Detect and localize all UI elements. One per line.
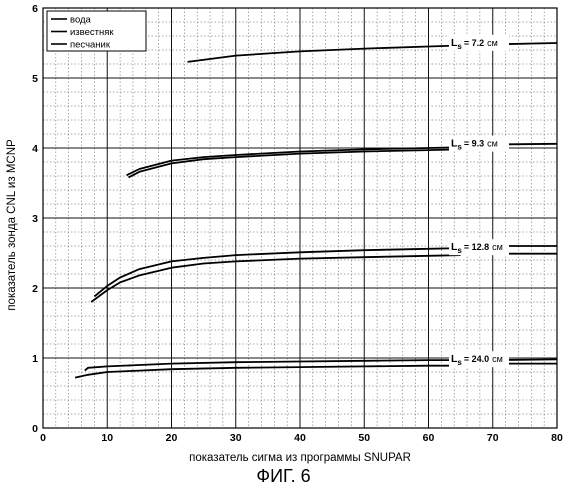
x-tick-label: 70 — [487, 432, 499, 444]
curve-annotations: Ls= 7.2смLs= 9.3смLs= 12.8смLs= 24.0см — [449, 35, 509, 367]
x-tick-label: 60 — [423, 432, 435, 444]
y-tick-label: 5 — [32, 73, 38, 85]
series-line-2 — [129, 149, 461, 177]
legend-label: песчаник — [70, 40, 111, 51]
x-tick-label: 10 — [101, 432, 113, 444]
y-tick-labels: 0 1 2 3 4 5 6 — [32, 3, 38, 435]
y-tick-label: 4 — [32, 143, 38, 155]
y-tick-label: 2 — [32, 283, 38, 295]
legend-label: вода — [70, 15, 92, 26]
x-axis-label: показатель сигма из программы SNUPAR — [189, 452, 411, 464]
y-tick-label: 3 — [32, 213, 38, 225]
x-tick-label: 80 — [551, 432, 563, 444]
x-tick-label: 20 — [166, 432, 178, 444]
legend-label: известняк — [70, 27, 114, 38]
y-tick-label: 6 — [32, 3, 38, 15]
series-line-1 — [127, 147, 461, 175]
data-series — [75, 43, 557, 378]
y-axis-label: показатель зонда CNL из MCNP — [6, 139, 18, 311]
x-tick-label: 50 — [358, 432, 370, 444]
figure-caption: ФИГ. 6 — [0, 466, 567, 487]
x-tick-label: 0 — [40, 432, 46, 444]
x-tick-label: 30 — [230, 432, 242, 444]
y-tick-label: 1 — [32, 353, 38, 365]
y-tick-label: 0 — [32, 423, 38, 435]
x-tick-labels: 0 10 20 30 40 50 60 70 80 — [40, 432, 563, 444]
series-line-5 — [91, 255, 460, 302]
x-tick-label: 40 — [294, 432, 306, 444]
legend: водаизвестняк песчаник — [47, 11, 146, 51]
